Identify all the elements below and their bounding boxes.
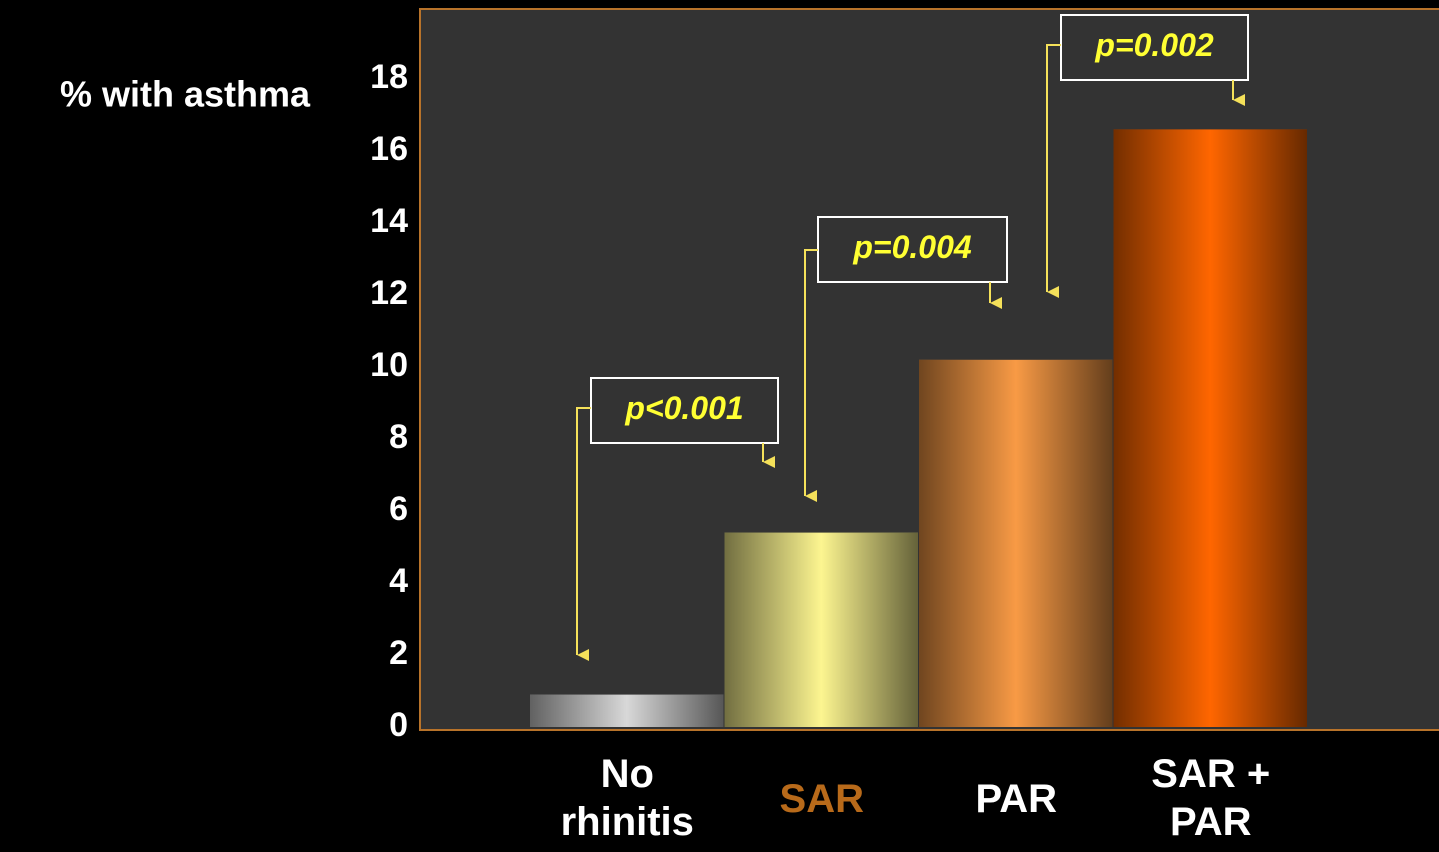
x-tick-label: No rhinitis <box>560 752 694 844</box>
annotation-arrow <box>1046 44 1061 298</box>
bar-shade <box>724 532 918 727</box>
y-tick-label: 10 <box>370 346 408 384</box>
annotation-arrow <box>804 249 818 502</box>
y-tick-label: 2 <box>389 634 408 672</box>
bar-shade <box>1113 129 1307 727</box>
y-tick-label: 4 <box>389 562 408 600</box>
annotation: p<0.001 <box>624 390 743 426</box>
bar-shade <box>919 359 1113 727</box>
y-tick-label: 0 <box>389 706 408 744</box>
annotation-box <box>817 216 1008 283</box>
x-tick-label: PAR <box>975 777 1057 821</box>
y-tick-label: 14 <box>370 202 408 240</box>
annotation-box <box>590 377 779 444</box>
bar-shade <box>530 694 724 727</box>
y-tick-label: 12 <box>370 274 408 312</box>
y-axis-label: % with asthma <box>60 74 311 115</box>
y-tick-label: 6 <box>389 490 408 528</box>
y-tick-label: 18 <box>370 58 408 96</box>
y-tick-label: 8 <box>389 418 408 456</box>
annotation: p=0.002 <box>1094 27 1214 63</box>
annotation: p=0.004 <box>852 229 972 265</box>
y-tick-label: 16 <box>370 130 408 168</box>
x-tick-label: SAR + PAR <box>1151 752 1271 844</box>
x-tick-label: SAR <box>779 777 864 821</box>
annotation-arrow <box>576 407 591 661</box>
annotation-box <box>1060 14 1249 81</box>
